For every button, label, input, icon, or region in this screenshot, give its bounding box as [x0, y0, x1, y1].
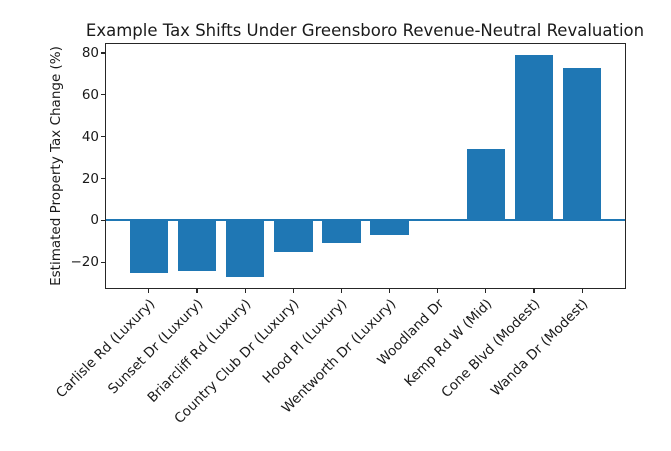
x-tick-mark: [244, 289, 246, 293]
y-tick-label: 20: [81, 170, 99, 187]
x-tick-mark: [581, 289, 583, 293]
bar-kemp-rd-w-mid: [466, 149, 506, 221]
y-tick-label: 0: [90, 212, 99, 229]
x-tick-mark: [388, 289, 391, 293]
x-tick-mark: [292, 289, 294, 293]
y-tick-label: −20: [70, 254, 100, 271]
y-tick-mark: [101, 136, 105, 138]
bar-wentworth-dr-luxury: [370, 220, 409, 236]
y-axis-label-text: Estimated Property Tax Change (%): [48, 46, 64, 286]
chart-title: Example Tax Shifts Under Greensboro Reve…: [85, 21, 645, 40]
y-tick-mark: [101, 219, 105, 221]
bar-cone-blvd-modest: [514, 55, 554, 221]
bar-hood-pl-luxury: [322, 220, 361, 244]
zero-baseline: [106, 219, 625, 222]
plot-area: [105, 43, 626, 289]
bar-country-club-dr-luxury: [274, 220, 313, 252]
bar-sunset-dr-luxury: [177, 220, 217, 271]
bar-carlisle-rd-luxury: [129, 220, 169, 273]
x-tick-mark: [437, 289, 439, 293]
x-tick-mark: [485, 289, 487, 293]
x-tick-mark: [148, 289, 150, 293]
bar-briarcliff-rd-luxury: [225, 220, 265, 277]
x-tick-mark: [533, 289, 535, 293]
y-tick-mark: [101, 261, 105, 263]
y-tick-label: 80: [81, 44, 99, 61]
y-tick-label: 60: [81, 86, 99, 103]
y-tick-mark: [101, 94, 105, 96]
y-tick-mark: [101, 177, 105, 180]
bar-wanda-dr-modest: [562, 67, 602, 221]
x-tick-mark: [340, 289, 342, 293]
y-tick-mark: [101, 52, 105, 54]
y-tick-label: 40: [81, 128, 99, 145]
x-tick-mark: [196, 289, 198, 293]
